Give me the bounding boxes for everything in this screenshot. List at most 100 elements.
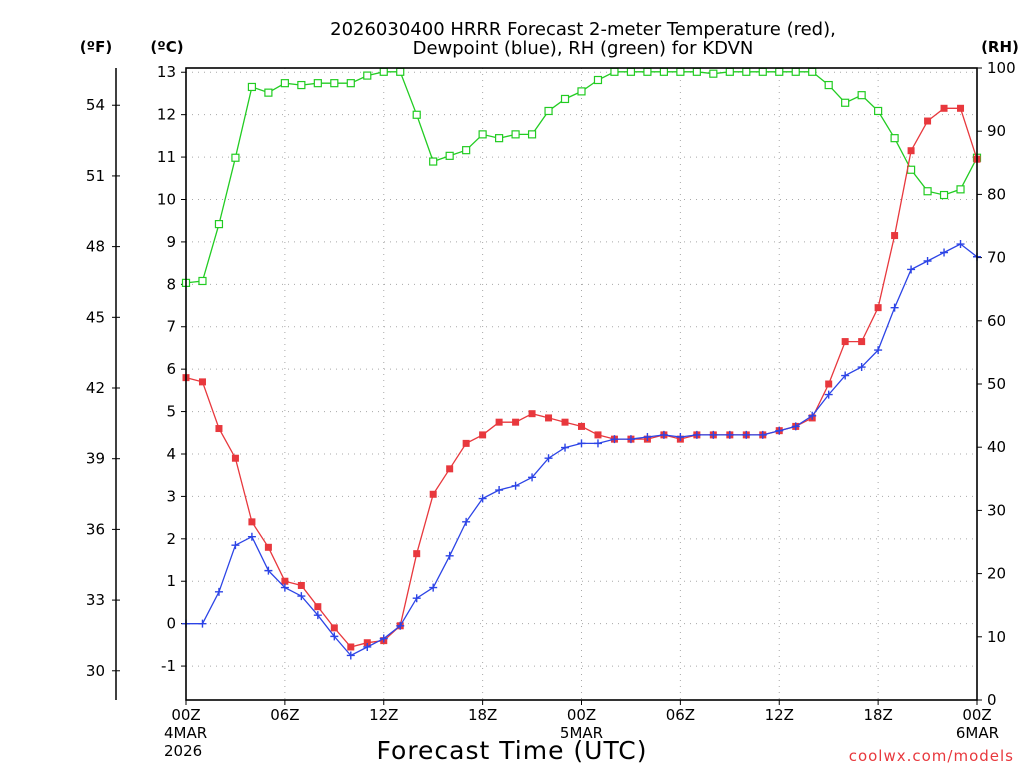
dewpoint-point <box>610 435 619 444</box>
rh-tick-label: 30 <box>987 501 1006 519</box>
rh-point <box>478 130 487 139</box>
dewpoint-point <box>280 583 289 592</box>
rh-point <box>874 106 883 116</box>
dewpoint-point <box>857 363 866 372</box>
dewpoint-point <box>824 390 833 399</box>
dewpoint-point <box>297 592 306 601</box>
rh-tick-label: 40 <box>987 438 1006 456</box>
rh-tick-label: 10 <box>987 628 1006 646</box>
temperature-point <box>561 418 569 426</box>
rh-axis: 0 10 20 30 40 50 60 70 80 90 100 <box>977 59 1016 709</box>
temperature-point <box>281 577 289 585</box>
rh-point <box>330 79 339 88</box>
dewpoint-point <box>346 651 355 660</box>
dewpoint-point <box>198 619 207 628</box>
x-date-label: 4MAR <box>164 724 207 742</box>
dewpoint-point <box>791 422 800 431</box>
rh-point <box>396 67 405 76</box>
temperature-point <box>924 117 932 125</box>
dewpoint-point <box>544 454 553 463</box>
dewpoint-point <box>923 256 932 265</box>
rh-point <box>791 67 800 76</box>
source-credit[interactable]: coolwx.com/models <box>849 747 1014 765</box>
rh-tick-label: 50 <box>987 375 1006 393</box>
rh-point <box>808 67 817 76</box>
dewpoint-point <box>363 642 372 651</box>
rh-tick-label: 60 <box>987 312 1006 330</box>
x-tick-label: 12Z <box>369 706 398 724</box>
plot-frame <box>185 67 978 701</box>
rh-point <box>577 87 586 96</box>
temperature-point <box>297 581 305 589</box>
dewpoint-point <box>758 430 767 439</box>
series-layer <box>181 67 982 660</box>
rh-point <box>643 67 652 76</box>
temperature-point <box>215 425 223 433</box>
temperature-point <box>528 410 536 418</box>
celsius-tick-label: -1 <box>161 657 176 675</box>
celsius-tick-label: 13 <box>157 63 176 81</box>
temperature-point <box>429 490 437 498</box>
temperature-point <box>594 431 602 439</box>
temperature-point <box>347 643 355 651</box>
rh-point <box>280 79 289 88</box>
rh-point <box>841 98 850 107</box>
dewpoint-point <box>214 587 223 596</box>
rh-point <box>346 79 355 88</box>
x-year-label: 2026 <box>164 742 202 760</box>
rh-tick-label: 0 <box>987 691 997 709</box>
celsius-tick-label: 9 <box>166 233 176 251</box>
temperature-point <box>907 147 915 155</box>
fahrenheit-unit-label: (ºF) <box>80 38 112 56</box>
dewpoint-point <box>313 611 322 620</box>
temperature-point <box>512 418 520 426</box>
dewpoint-line <box>186 243 978 657</box>
dewpoint-point <box>462 517 471 526</box>
dewpoint-point <box>429 583 438 592</box>
temperature-point <box>446 465 454 473</box>
temperature-point <box>825 380 833 388</box>
rh-tick-label: 100 <box>987 59 1016 77</box>
dewpoint-point <box>709 430 718 439</box>
chart-title-line-1: 2026030400 HRRR Forecast 2-meter Tempera… <box>330 19 836 40</box>
celsius-tick-label: 3 <box>166 487 176 505</box>
temperature-point <box>841 338 849 346</box>
dewpoint-point <box>231 541 240 550</box>
x-axis-title: Forecast Time (UTC) <box>377 736 648 765</box>
x-tick-label: 00Z <box>567 706 596 724</box>
rh-unit-label: (RH) <box>981 38 1019 56</box>
rh-point <box>297 80 306 90</box>
dewpoint-point <box>956 240 965 249</box>
dewpoint-point <box>379 634 388 643</box>
fahrenheit-tick-label: 45 <box>86 308 105 326</box>
rh-tick-label: 90 <box>987 122 1006 140</box>
celsius-tick-label: 11 <box>157 148 176 166</box>
dewpoint-series <box>182 240 981 660</box>
dewpoint-point <box>907 265 916 274</box>
rh-point <box>429 157 438 166</box>
dewpoint-point <box>775 426 784 435</box>
rh-point <box>923 187 932 196</box>
dewpoint-point <box>676 433 685 442</box>
x-tick-label: 18Z <box>863 706 892 724</box>
temperature-point <box>231 454 239 462</box>
temperature-series <box>182 104 981 651</box>
fahrenheit-tick-label: 39 <box>86 450 105 468</box>
celsius-tick-label: 12 <box>157 106 176 124</box>
relative-humidity-line <box>185 71 978 284</box>
rh-point <box>231 153 240 162</box>
celsius-tick-label: 0 <box>166 615 176 633</box>
x-tick-label: 00Z <box>171 706 200 724</box>
temperature-point <box>198 378 206 386</box>
rh-point <box>313 79 322 88</box>
dewpoint-point <box>396 621 405 630</box>
rh-point <box>709 69 718 78</box>
celsius-tick-label: 1 <box>166 572 176 590</box>
rh-point <box>890 134 899 143</box>
celsius-unit-label: (ºC) <box>150 38 183 56</box>
dewpoint-point <box>495 486 504 495</box>
fahrenheit-tick-label: 54 <box>86 96 105 114</box>
